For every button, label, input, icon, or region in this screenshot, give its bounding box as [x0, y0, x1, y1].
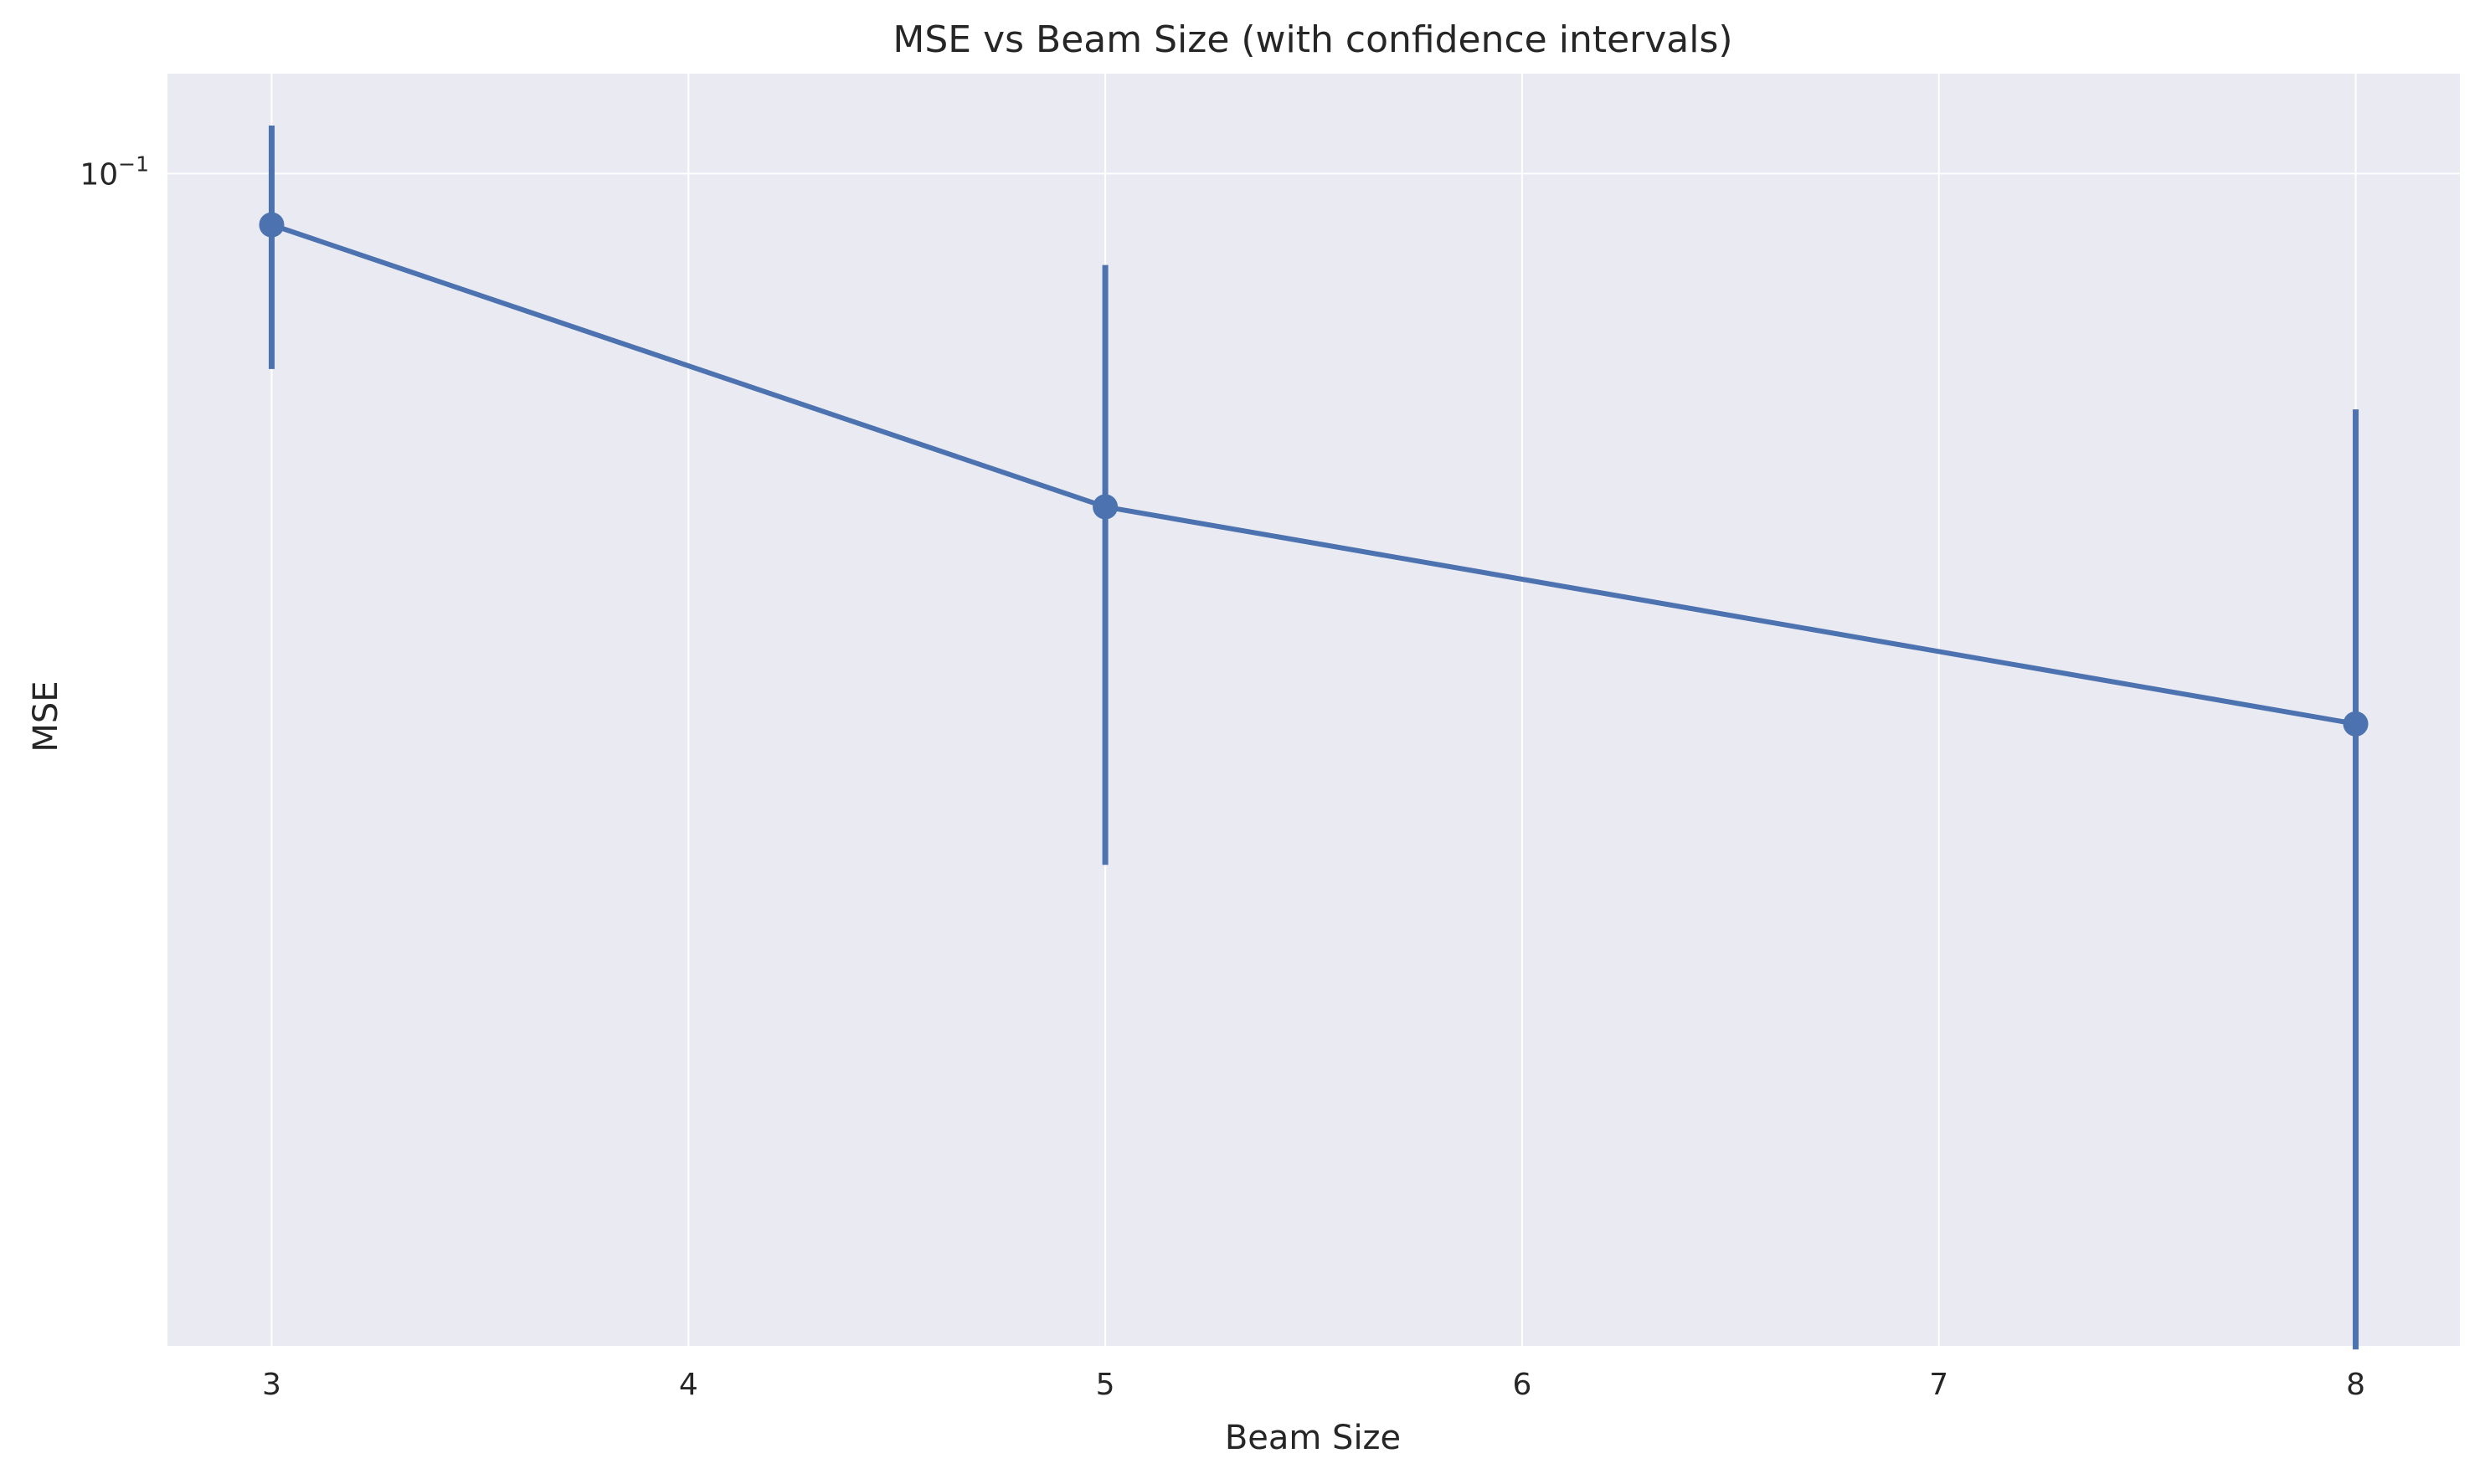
chart-title: MSE vs Beam Size (with confidence interv… — [893, 18, 1732, 61]
data-point — [1093, 494, 1119, 520]
plot-area — [167, 74, 2460, 1346]
x-tick-label: 3 — [262, 1368, 281, 1402]
x-tick-label: 8 — [2346, 1368, 2365, 1402]
x-tick-label: 4 — [679, 1368, 698, 1402]
data-layer — [259, 126, 2369, 1350]
x-tick-label: 5 — [1096, 1368, 1115, 1402]
y-axis-label: MSE — [27, 680, 65, 752]
data-point — [259, 212, 285, 238]
x-tick-label: 6 — [1512, 1368, 1531, 1402]
data-point — [2343, 711, 2369, 737]
x-tick-label: 7 — [1929, 1368, 1948, 1402]
x-axis-label: Beam Size — [1225, 1419, 1401, 1457]
tick-labels: 3 4 5 6 7 8 10−1 — [80, 151, 2365, 1402]
y-tick-label: 10−1 — [80, 151, 149, 192]
